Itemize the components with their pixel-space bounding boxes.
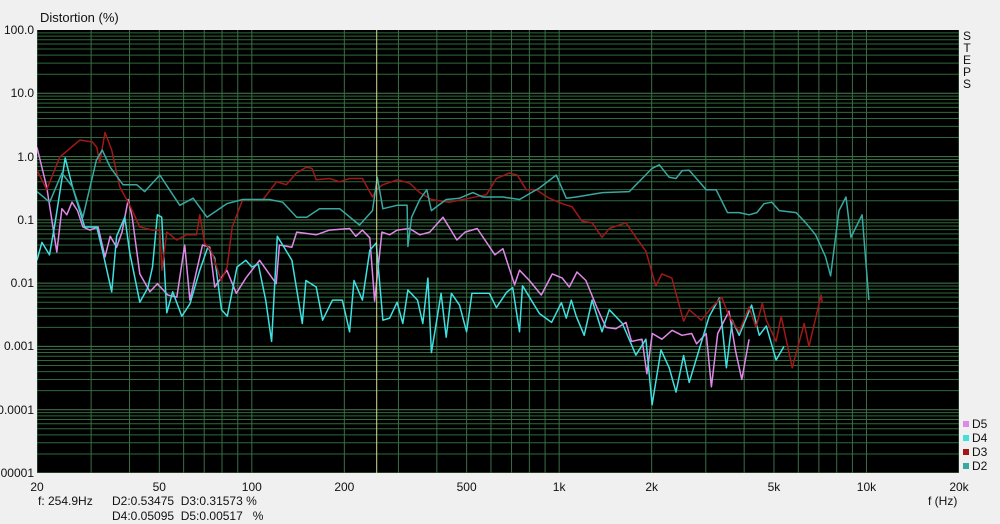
series-line-d2 [36, 149, 870, 301]
distortion-chart[interactable] [36, 30, 960, 474]
y-axis-label: Distortion (%) [40, 10, 119, 25]
y-tick-label: 0.001 [3, 339, 34, 354]
steps-letter: S [962, 77, 971, 91]
y-tick-label: 1.0 [17, 149, 34, 164]
legend-swatch [963, 421, 969, 427]
legend-item-d2[interactable]: D2 [963, 459, 987, 473]
steps-letter: E [962, 53, 971, 67]
y-tick-label: 0.00001 [0, 466, 34, 480]
y-tick-label: 100.0 [3, 23, 34, 37]
steps-button[interactable]: S T E P S [961, 30, 973, 90]
x-axis-label: f (Hz) [928, 494, 958, 508]
series-line-d5 [36, 147, 750, 388]
legend-label: D2 [972, 459, 988, 473]
legend-swatch [963, 435, 969, 441]
x-tick-label: 20k [949, 480, 969, 494]
x-tick-label: 10k [856, 480, 877, 494]
series-line-d4 [36, 157, 785, 406]
y-tick-label: 10.0 [10, 86, 34, 101]
x-tick-label: 1k [552, 480, 566, 494]
plot-area[interactable] [36, 30, 960, 474]
legend-item-d3[interactable]: D3 [963, 445, 987, 459]
y-tick-label: 0.01 [10, 276, 34, 291]
steps-letter: T [963, 41, 971, 55]
series-line-d3 [36, 131, 824, 369]
legend-swatch [963, 463, 969, 469]
legend-item-d4[interactable]: D4 [963, 431, 987, 445]
y-tick-label: 0.1 [17, 212, 34, 227]
x-tick-label: 500 [456, 480, 477, 494]
legend-label: D5 [972, 417, 988, 431]
x-tick-label: 5k [767, 480, 781, 494]
x-tick-label: 20 [30, 480, 44, 494]
x-tick-label: 100 [241, 480, 262, 494]
legend-label: D3 [972, 445, 988, 459]
cursor-readout-d4-d5: D4:0.05095 D5:0.00517 % [112, 509, 264, 523]
legend-item-d5[interactable]: D5 [963, 417, 987, 431]
legend-label: D4 [972, 431, 988, 445]
cursor-frequency: f: 254.9Hz [38, 494, 93, 508]
x-tick-label: 50 [152, 480, 166, 494]
steps-letter: S [962, 29, 971, 43]
y-tick-label: 0.0001 [0, 402, 34, 417]
x-tick-label: 2k [645, 480, 658, 494]
steps-letter: P [962, 65, 971, 79]
legend: D5 D4 D3 D2 [963, 417, 987, 473]
cursor-readout-d2-d3: D2:0.53475 D3:0.31573 % [112, 494, 257, 508]
legend-swatch [963, 449, 969, 455]
x-tick-label: 200 [334, 480, 355, 494]
